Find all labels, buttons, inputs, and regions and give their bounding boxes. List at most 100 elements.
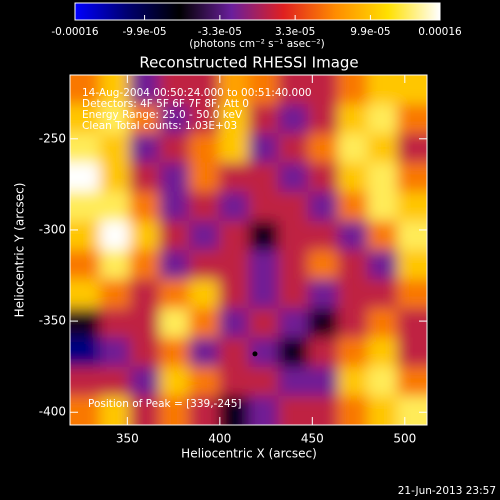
heatmap-cell [70, 337, 101, 368]
heatmap-cell [337, 279, 369, 309]
heatmap-cell [159, 133, 190, 164]
x-tick-label: 450 [301, 432, 324, 446]
heatmap-cell [278, 133, 309, 164]
heatmap-cell [189, 308, 220, 339]
heatmap-cell [248, 220, 279, 251]
heatmap-cell [367, 104, 398, 134]
heatmap-cell [337, 162, 369, 193]
heatmap-cell [397, 279, 427, 309]
heatmap-cell [248, 308, 279, 339]
colorbar-tick-label: -9.9e-05 [123, 26, 167, 38]
heatmap-cell [397, 191, 427, 222]
heatmap-cell [99, 104, 131, 134]
heatmap-cell [397, 395, 427, 425]
heatmap-cell [129, 133, 160, 164]
heatmap-cell [129, 308, 160, 339]
heatmap-cell [308, 337, 339, 368]
colorbar-tick-label: 0.00016 [418, 26, 462, 38]
heatmap-cell [367, 191, 398, 222]
heatmap-cell [308, 308, 339, 339]
heatmap-cell [308, 162, 339, 193]
heatmap-cell [308, 279, 339, 309]
x-tick-label: 350 [116, 432, 139, 446]
annotation: 14-Aug-2004 00:50:24.000 to 00:51:40.000 [82, 87, 312, 99]
heatmap-cell [218, 75, 250, 105]
heatmap-cell [159, 220, 190, 251]
heatmap-cell [397, 250, 427, 280]
heatmap-cell [278, 337, 309, 368]
annotation: Clean Total counts: 1.03E+03 [82, 120, 237, 132]
x-tick-label: 500 [393, 432, 416, 446]
heatmap-cell [367, 220, 398, 251]
heatmap-cell [70, 75, 101, 105]
heatmap-cell [218, 191, 250, 222]
heatmap-cell [218, 279, 250, 309]
heatmap-cell [189, 337, 220, 368]
heatmap-cell [367, 133, 398, 164]
heatmap-cell [70, 220, 101, 251]
heatmap-cell [70, 162, 101, 193]
y-axis-label: Heliocentric Y (arcsec) [13, 183, 27, 318]
heatmap-cell [397, 220, 427, 251]
heatmap-cell [129, 395, 160, 425]
heatmap-cell [129, 104, 160, 134]
heatmap-cell [367, 279, 398, 309]
heatmap-cell [218, 104, 250, 134]
heatmap-cell [218, 250, 250, 280]
y-tick-label: -350 [39, 314, 66, 328]
heatmap-cell [367, 366, 398, 397]
heatmap-cell [70, 133, 101, 164]
heatmap-cell [70, 191, 101, 222]
heatmap-cell [397, 337, 427, 368]
heatmap-cell [189, 220, 220, 251]
heatmap-cell [278, 366, 309, 397]
heatmap-cell [397, 104, 427, 134]
heatmap-cell [308, 250, 339, 280]
heatmap-cell [397, 366, 427, 397]
heatmap-cell [397, 75, 427, 105]
heatmap-cell [218, 366, 250, 397]
heatmap-cell [337, 337, 369, 368]
heatmap-cell [248, 395, 279, 425]
heatmap-cell [218, 395, 250, 425]
heatmap-cell [248, 191, 279, 222]
heatmap-cell [308, 191, 339, 222]
heatmap-cell [218, 308, 250, 339]
heatmap-cell [337, 104, 369, 134]
heatmap-cell [70, 366, 101, 397]
heatmap-cell [308, 395, 339, 425]
heatmap-cell [248, 279, 279, 309]
heatmap-cell [367, 337, 398, 368]
heatmap-cell [367, 395, 398, 425]
colorbar-tick-label: 9.9e-05 [350, 26, 390, 38]
heatmap-cell [70, 104, 101, 134]
heatmap-cell [367, 250, 398, 280]
heatmap [70, 75, 427, 425]
x-axis-label: Heliocentric X (arcsec) [181, 447, 317, 461]
heatmap-cell [159, 337, 190, 368]
y-tick-label: -400 [39, 405, 66, 419]
heatmap-cell [189, 191, 220, 222]
heatmap-cell [367, 308, 398, 339]
heatmap-cell [159, 308, 190, 339]
heatmap-cell [129, 162, 160, 193]
heatmap-cell [189, 133, 220, 164]
heatmap-cell [337, 395, 369, 425]
heatmap-cell [129, 337, 160, 368]
heatmap-cell [159, 104, 190, 134]
heatmap-cell [99, 191, 131, 222]
heatmap-cells [70, 75, 427, 425]
heatmap-cell [278, 250, 309, 280]
heatmap-cell [278, 220, 309, 251]
annotation: Energy Range: 25.0 - 50.0 keV [82, 109, 243, 121]
peak-marker [252, 351, 258, 357]
heatmap-cell [337, 308, 369, 339]
heatmap-cell [99, 395, 131, 425]
heatmap-cell [99, 337, 131, 368]
heatmap-cell [129, 220, 160, 251]
heatmap-cell [159, 366, 190, 397]
heatmap-cell [159, 75, 190, 105]
heatmap-cell [337, 366, 369, 397]
heatmap-cell [397, 308, 427, 339]
